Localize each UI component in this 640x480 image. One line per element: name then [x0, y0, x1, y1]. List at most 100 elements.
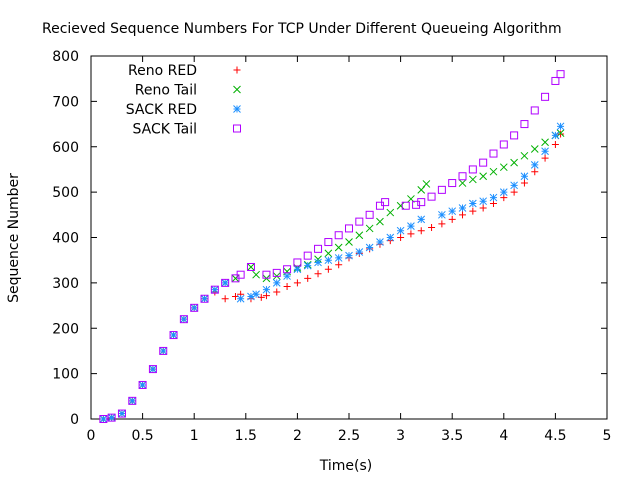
data-point-glyph	[314, 270, 322, 278]
data-point-glyph	[324, 265, 332, 273]
data-point-glyph	[541, 154, 549, 162]
data-point-glyph	[236, 294, 245, 303]
x-tick-label: 3.5	[441, 428, 463, 444]
data-point	[246, 262, 255, 271]
data-point-glyph	[412, 200, 421, 209]
data-point	[262, 285, 271, 294]
data-point-glyph	[283, 265, 292, 274]
data-point-glyph	[510, 158, 518, 167]
data-point	[551, 76, 560, 85]
data-point-glyph	[246, 262, 255, 271]
data-point-glyph	[520, 151, 529, 160]
y-tick-label: 100	[52, 367, 79, 383]
data-point-glyph	[438, 220, 446, 228]
data-point	[138, 380, 147, 389]
data-point-glyph	[530, 161, 539, 169]
series-sack-tail	[99, 70, 565, 423]
data-point-glyph	[427, 192, 436, 201]
x-tick-label: 3	[396, 428, 405, 444]
x-tick-label: 0	[87, 428, 96, 444]
data-point-glyph	[530, 145, 539, 153]
data-point	[551, 140, 559, 148]
data-point-glyph	[499, 163, 508, 172]
data-point-glyph	[355, 217, 364, 226]
data-point-glyph	[247, 263, 255, 271]
y-tick-label: 300	[52, 276, 79, 292]
data-point-glyph	[221, 279, 230, 287]
data-point	[417, 186, 426, 194]
y-tick-label: 600	[52, 140, 79, 156]
data-point	[381, 198, 390, 207]
data-point-glyph	[365, 224, 374, 233]
data-point	[541, 138, 549, 147]
data-point	[345, 238, 353, 246]
x-tick-label: 4	[499, 428, 508, 444]
data-point-glyph	[448, 215, 456, 223]
data-point-glyph	[448, 179, 457, 188]
data-point-glyph	[118, 409, 126, 418]
data-point	[376, 238, 384, 246]
data-point	[345, 251, 353, 260]
data-point	[148, 365, 157, 374]
y-tick-label: 200	[52, 321, 79, 337]
data-point-glyph	[236, 270, 245, 279]
data-point	[531, 168, 539, 176]
data-point-glyph	[551, 76, 560, 85]
data-point-glyph	[180, 315, 188, 324]
x-tick-label: 1	[190, 428, 199, 444]
legend-marker-glyph	[233, 124, 241, 133]
data-point-glyph	[489, 149, 498, 158]
data-point-glyph	[499, 140, 508, 149]
data-point	[138, 381, 147, 389]
data-point	[396, 201, 405, 210]
data-point-glyph	[303, 261, 312, 270]
data-point-glyph	[262, 270, 271, 279]
data-point-glyph	[437, 185, 446, 194]
data-point	[479, 158, 488, 167]
data-point	[252, 270, 260, 279]
data-point-glyph	[262, 285, 271, 294]
data-point-glyph	[335, 261, 343, 269]
data-point	[236, 270, 245, 279]
data-point-glyph	[169, 331, 178, 339]
data-point-glyph	[128, 396, 137, 405]
x-tick-label: 4.5	[544, 428, 566, 444]
data-point-glyph	[293, 279, 301, 287]
data-point	[293, 258, 302, 267]
data-point	[448, 179, 457, 188]
data-point	[417, 215, 426, 224]
data-point	[422, 180, 431, 188]
data-point	[355, 231, 364, 240]
data-point-glyph	[428, 224, 436, 232]
y-axis-label: Sequence Number	[6, 173, 22, 303]
data-point-glyph	[334, 231, 343, 240]
data-point-glyph	[489, 167, 498, 176]
data-point-glyph	[293, 258, 302, 267]
data-point	[221, 279, 230, 287]
data-point	[489, 199, 497, 207]
data-point-glyph	[190, 303, 199, 312]
data-point	[407, 222, 415, 231]
data-point-glyph	[107, 413, 116, 422]
data-point	[489, 167, 498, 176]
data-point-glyph	[541, 92, 550, 101]
x-tick-label: 2.5	[338, 428, 360, 444]
data-point	[303, 251, 312, 260]
data-point	[231, 274, 240, 283]
data-point-glyph	[179, 315, 188, 324]
data-point-glyph	[324, 238, 333, 247]
data-point	[365, 224, 374, 233]
data-point	[159, 346, 168, 355]
data-point	[510, 158, 518, 167]
data-point-glyph	[190, 303, 199, 312]
data-point-glyph	[458, 179, 467, 187]
data-point	[499, 140, 508, 149]
data-point	[272, 268, 281, 277]
data-point	[530, 161, 539, 169]
data-point-glyph	[417, 198, 426, 207]
data-point-glyph	[252, 270, 260, 279]
data-point-glyph	[422, 180, 431, 188]
data-point	[386, 233, 395, 242]
data-point-glyph	[386, 208, 395, 217]
data-point	[169, 331, 178, 339]
